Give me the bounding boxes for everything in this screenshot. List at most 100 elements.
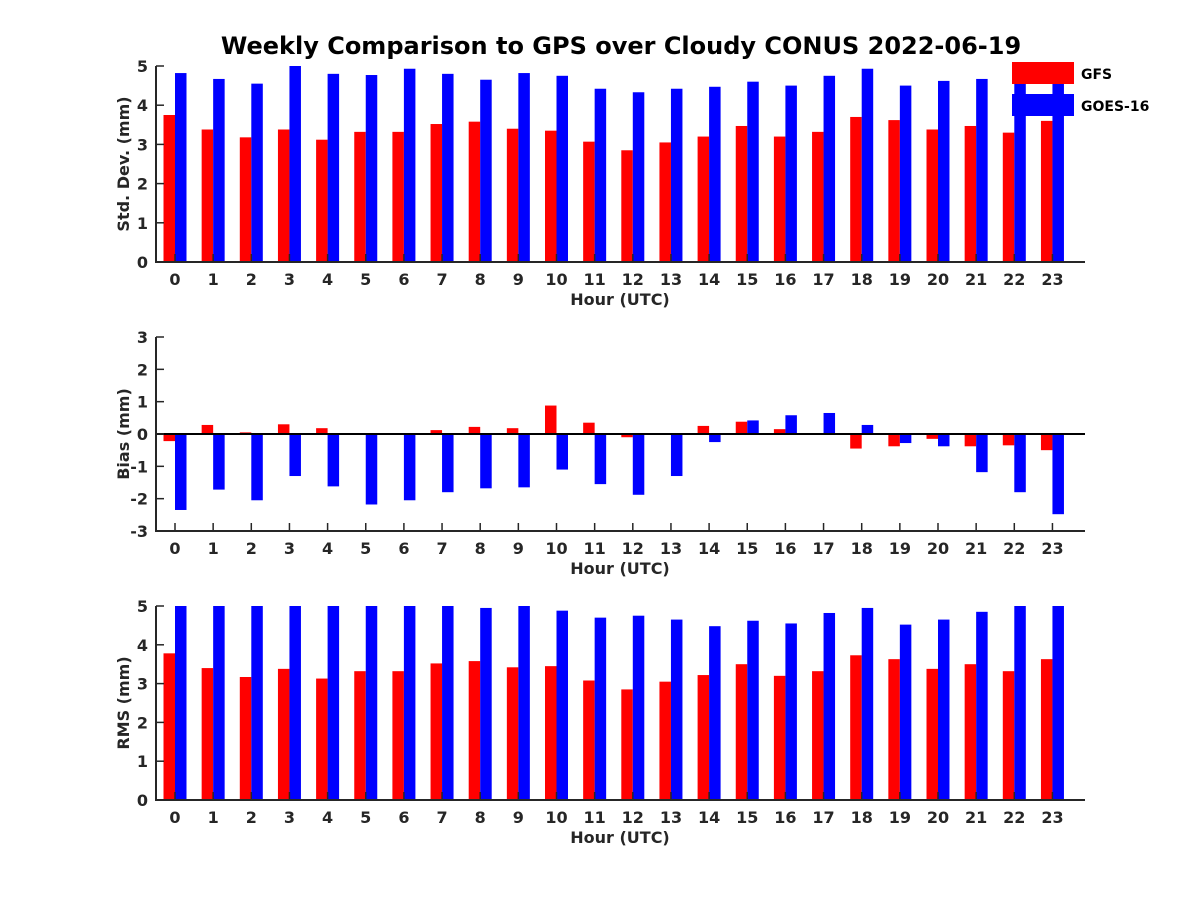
y-tick-label: 0 (137, 791, 148, 810)
x-tick-label: 3 (284, 539, 295, 558)
x-tick-label: 13 (660, 808, 682, 827)
x-tick-label: 9 (513, 270, 524, 289)
x-tick-label: 21 (965, 808, 987, 827)
x-tick-label: 2 (246, 270, 257, 289)
bar-goes-16-hour-14 (709, 626, 721, 800)
bar-goes-16-hour-15 (747, 420, 759, 434)
bar-gfs-hour-18 (850, 116, 862, 263)
legend-swatch-gfs (1012, 62, 1074, 84)
y-tick-label: 5 (137, 57, 148, 76)
bar-gfs-hour-12 (621, 434, 633, 438)
y-tick-label: 5 (137, 597, 148, 616)
bar-gfs-hour-4 (316, 139, 328, 262)
bar-gfs-hour-13 (659, 681, 671, 800)
x-tick-label: 23 (1041, 539, 1063, 558)
x-tick-label: 6 (398, 539, 409, 558)
x-tick-label: 4 (322, 808, 333, 827)
x-tick-label: 1 (208, 270, 219, 289)
bar-goes-16-hour-0 (175, 434, 187, 510)
bar-goes-16-hour-3 (289, 434, 301, 477)
bar-gfs-hour-6 (392, 671, 404, 800)
bar-goes-16-hour-18 (861, 607, 874, 800)
x-tick-label: 7 (436, 270, 447, 289)
x-tick-label: 12 (622, 539, 644, 558)
x-tick-label: 8 (475, 270, 486, 289)
x-tick-label: 18 (851, 270, 873, 289)
x-tick-label: 17 (812, 539, 834, 558)
bar-goes-16-hour-12 (632, 92, 645, 262)
x-tick-label: 14 (698, 270, 720, 289)
x-tick-label: 18 (851, 808, 873, 827)
bar-gfs-hour-10 (545, 130, 557, 262)
bar-goes-16-hour-17 (823, 412, 836, 434)
x-tick-label: 10 (545, 270, 567, 289)
bar-goes-16-hour-16 (785, 85, 797, 262)
x-tick-label: 15 (736, 270, 758, 289)
bar-gfs-hour-20 (926, 434, 938, 439)
bar-goes-16-hour-6 (403, 606, 416, 800)
x-tick-label: 20 (927, 539, 949, 558)
y-tick-label: -3 (130, 522, 148, 541)
bar-goes-16-hour-5 (365, 606, 378, 800)
bar-goes-16-hour-2 (251, 83, 263, 262)
legend-label: GFS (1081, 67, 1112, 83)
bar-gfs-hour-5 (354, 131, 366, 262)
bar-goes-16-hour-21 (976, 78, 988, 262)
bar-goes-16-hour-23 (1052, 606, 1064, 800)
x-tick-label: 13 (660, 539, 682, 558)
bar-goes-16-hour-21 (976, 434, 988, 473)
bar-goes-16-hour-7 (442, 73, 454, 262)
bar-gfs-hour-4 (316, 678, 328, 800)
bar-gfs-hour-11 (583, 422, 595, 434)
bar-gfs-hour-23 (1040, 120, 1053, 262)
x-tick-label: 2 (246, 808, 257, 827)
x-tick-label: 4 (322, 270, 333, 289)
bar-gfs-hour-19 (888, 434, 900, 447)
legend: GFS GOES-16 (1012, 62, 1149, 116)
bar-gfs-hour-23 (1040, 659, 1053, 800)
bar-gfs-hour-11 (583, 141, 595, 262)
x-tick-label: 9 (513, 808, 524, 827)
x-tick-label: 5 (360, 539, 371, 558)
bar-goes-16-hour-22 (1014, 606, 1026, 800)
bar-gfs-hour-3 (277, 424, 290, 434)
bar-goes-16-hour-20 (938, 434, 950, 447)
bar-goes-16-hour-4 (327, 73, 340, 262)
bar-goes-16-hour-11 (594, 88, 607, 263)
x-tick-label: 22 (1003, 808, 1025, 827)
x-axis-label: Hour (UTC) (570, 559, 670, 578)
x-tick-label: 23 (1041, 808, 1063, 827)
bar-goes-16-hour-6 (403, 434, 416, 501)
bar-goes-16-hour-21 (976, 611, 988, 800)
bar-gfs-hour-15 (735, 125, 748, 262)
x-tick-label: 22 (1003, 539, 1025, 558)
bar-goes-16-hour-15 (747, 81, 759, 263)
bar-goes-16-hour-19 (899, 434, 912, 444)
bar-goes-16-hour-12 (632, 615, 645, 800)
legend-swatch-goes-16 (1012, 94, 1074, 116)
bar-gfs-hour-9 (506, 428, 519, 434)
bar-goes-16-hour-17 (823, 75, 836, 262)
bar-goes-16-hour-20 (938, 619, 950, 800)
bar-goes-16-hour-22 (1014, 79, 1026, 262)
x-tick-label: 10 (545, 539, 567, 558)
bar-gfs-hour-9 (506, 128, 519, 262)
bar-gfs-hour-7 (430, 663, 443, 800)
x-tick-label: 15 (736, 808, 758, 827)
bar-goes-16-hour-4 (327, 606, 340, 800)
bar-goes-16-hour-23 (1052, 73, 1064, 262)
bar-gfs-hour-13 (659, 142, 671, 262)
x-tick-label: 19 (889, 539, 911, 558)
bar-gfs-hour-17 (812, 131, 824, 262)
bar-gfs-hour-21 (964, 125, 977, 262)
bar-gfs-hour-2 (239, 677, 252, 800)
bar-gfs-hour-7 (430, 430, 443, 434)
bar-gfs-hour-8 (468, 426, 481, 434)
bar-gfs-hour-16 (773, 429, 786, 434)
bar-goes-16-hour-13 (670, 619, 683, 800)
x-tick-label: 0 (169, 808, 180, 827)
bar-gfs-hour-18 (850, 655, 862, 800)
x-tick-label: 22 (1003, 270, 1025, 289)
y-axis-label: Std. Dev. (mm) (114, 96, 133, 231)
